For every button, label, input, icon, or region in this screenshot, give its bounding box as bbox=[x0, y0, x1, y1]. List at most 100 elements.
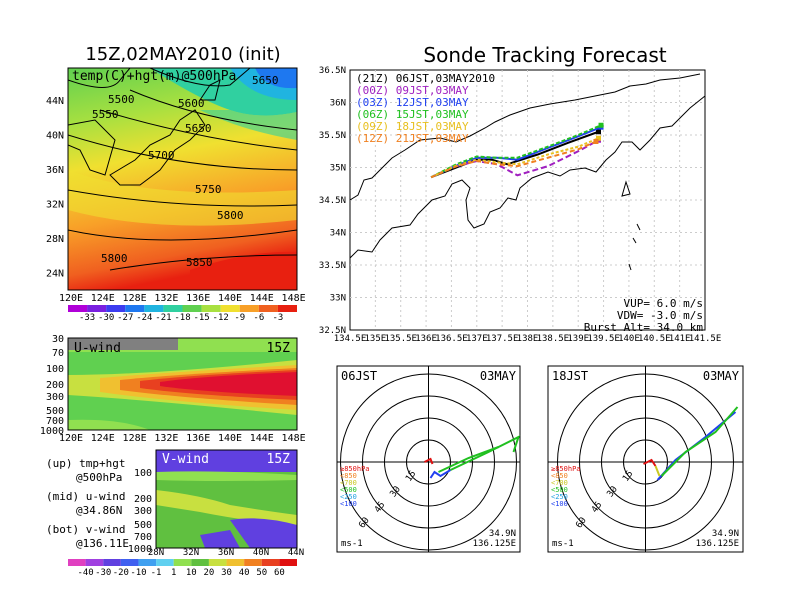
y-tick-label: 32N bbox=[46, 200, 64, 211]
x-tick-label: 28N bbox=[148, 548, 164, 558]
colorbar-swatch bbox=[106, 305, 126, 312]
colorbar-label: 1 bbox=[171, 568, 176, 578]
x-tick-label: 136E bbox=[186, 293, 210, 304]
y-tick-label: 300 bbox=[46, 392, 64, 403]
y-tick-label: 100 bbox=[46, 364, 64, 375]
side-note: (mid) u-wind bbox=[46, 490, 125, 503]
side-note: @136.11E bbox=[76, 537, 129, 550]
hodo-date: 03MAY bbox=[703, 369, 740, 383]
colorbar-swatch bbox=[138, 559, 157, 566]
hodo-date: 03MAY bbox=[480, 369, 517, 383]
y-tick-label: 33.5N bbox=[319, 261, 346, 271]
y-tick-label: 32.5N bbox=[319, 326, 346, 336]
x-tick-label: 134.5E bbox=[334, 334, 367, 344]
x-tick-label: 141E bbox=[669, 334, 691, 344]
colorbar-swatch bbox=[156, 559, 174, 566]
colorbar-label: 60 bbox=[274, 568, 285, 578]
colorbar-swatch bbox=[226, 559, 245, 566]
colorbar-swatch bbox=[279, 559, 297, 566]
colorbar-label: -24 bbox=[136, 313, 152, 323]
legend-entry: (21Z) 06JST,03MAY2010 bbox=[356, 72, 495, 85]
colorbar-label: -30 bbox=[95, 568, 111, 578]
x-tick-label: 128E bbox=[123, 293, 147, 304]
colorbar-label: 30 bbox=[221, 568, 232, 578]
x-tick-label: 139.5E bbox=[587, 334, 620, 344]
x-tick-label: 132E bbox=[154, 293, 178, 304]
colorbar-label: -20 bbox=[113, 568, 129, 578]
colorbar-label: -21 bbox=[155, 313, 171, 323]
side-note: (up) tmp+hgt bbox=[46, 457, 125, 470]
level-legend: <250 bbox=[340, 493, 357, 501]
y-tick-label: 33N bbox=[330, 294, 346, 304]
hodo-lat: 34.9N bbox=[489, 529, 516, 539]
colorbar-swatch bbox=[208, 559, 227, 566]
track-end-marker bbox=[598, 122, 604, 128]
y-tick-label: 40N bbox=[46, 131, 64, 142]
colorbar-label: -18 bbox=[174, 313, 190, 323]
x-tick-label: 124E bbox=[91, 293, 115, 304]
track-end-marker bbox=[596, 135, 601, 141]
side-note: (bot) v-wind bbox=[46, 523, 125, 536]
y-tick-label: 28N bbox=[46, 234, 64, 245]
x-tick-label: 124E bbox=[91, 433, 115, 444]
hodograph-trace bbox=[424, 457, 434, 465]
side-note: @500hPa bbox=[76, 471, 122, 484]
level-legend: <100 bbox=[340, 500, 357, 508]
colorbar-label: -3 bbox=[272, 313, 283, 323]
colorbar-swatch bbox=[125, 305, 145, 312]
x-tick-label: 120E bbox=[59, 293, 83, 304]
x-tick-label: 138.5E bbox=[537, 334, 570, 344]
x-tick-label: 36N bbox=[218, 548, 234, 558]
y-tick-label: 36N bbox=[330, 99, 346, 109]
vwind-label: V-wind bbox=[162, 452, 209, 467]
level-legend: <850 bbox=[340, 472, 357, 480]
x-tick-label: 128E bbox=[123, 433, 147, 444]
uwind-label: U-wind bbox=[74, 341, 121, 356]
x-tick-label: 136E bbox=[415, 334, 437, 344]
legend-entry: (03Z) 12JST,03MAY bbox=[356, 96, 469, 109]
colorbar-swatch bbox=[68, 305, 88, 312]
legend-entry: (09Z) 18JST,03MAY bbox=[356, 120, 469, 133]
contour-label: 5750 bbox=[195, 183, 222, 196]
x-tick-label: 140.5E bbox=[638, 334, 671, 344]
colorbar-swatch bbox=[173, 559, 192, 566]
x-tick-label: 137E bbox=[466, 334, 488, 344]
x-tick-label: 135E bbox=[365, 334, 387, 344]
level-legend: <850 bbox=[551, 472, 568, 480]
y-tick-label: 100 bbox=[134, 468, 152, 479]
x-tick-label: 141.5E bbox=[689, 334, 722, 344]
colorbar-swatch bbox=[201, 305, 221, 312]
y-tick-label: 36N bbox=[46, 165, 64, 176]
level-legend: ≥850hPa bbox=[340, 465, 370, 473]
colorbar-swatch bbox=[144, 305, 164, 312]
tracking-panel: 134.5E135E135.5E136E136.5E137E137.5E138E… bbox=[319, 66, 721, 344]
contour-label: 5800 bbox=[101, 252, 128, 265]
side-note: @34.86N bbox=[76, 504, 122, 517]
colorbar-label: -30 bbox=[98, 313, 114, 323]
param-burst: Burst Alt= 34.0 km bbox=[584, 321, 704, 334]
vwind-time: 15Z bbox=[267, 452, 291, 467]
main-title: Sonde Tracking Forecast bbox=[423, 43, 666, 67]
hodo-time: 06JST bbox=[341, 369, 377, 383]
colorbar-label: 50 bbox=[256, 568, 267, 578]
track-series-line bbox=[430, 140, 597, 179]
x-tick-label: 120E bbox=[59, 433, 83, 444]
track-end-marker bbox=[596, 129, 601, 135]
uwind-time: 15Z bbox=[267, 341, 291, 356]
colorbar-label: 10 bbox=[186, 568, 197, 578]
y-tick-label: 30 bbox=[52, 334, 64, 345]
contour-label: 5650 bbox=[185, 122, 212, 135]
colorbar-label: -6 bbox=[253, 313, 264, 323]
colorbar-label: -15 bbox=[193, 313, 209, 323]
hodo-unit: ms-1 bbox=[552, 539, 574, 549]
x-tick-label: 135.5E bbox=[384, 334, 417, 344]
colorbar-swatch bbox=[87, 305, 107, 312]
y-tick-label: 200 bbox=[134, 494, 152, 505]
x-tick-label: 144E bbox=[250, 433, 274, 444]
contour-label: 5800 bbox=[217, 209, 244, 222]
colorbar-swatch bbox=[191, 559, 209, 566]
legend-entry: (12Z) 21JST,03MAY bbox=[356, 132, 469, 145]
